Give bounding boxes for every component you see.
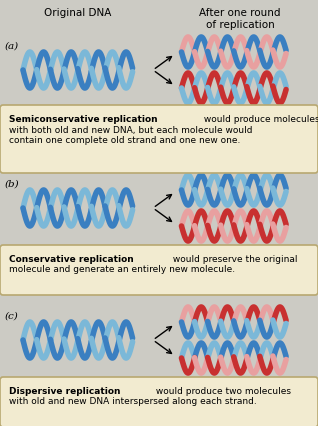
Text: with old and new DNA interspersed along each strand.: with old and new DNA interspersed along … (9, 397, 257, 406)
Text: with both old and new DNA, but each molecule would: with both old and new DNA, but each mole… (9, 126, 252, 135)
Text: contain one complete old strand and one new one.: contain one complete old strand and one … (9, 136, 240, 145)
Text: molecule and generate an entirely new molecule.: molecule and generate an entirely new mo… (9, 265, 235, 274)
Text: (c): (c) (5, 312, 19, 321)
Text: Original DNA: Original DNA (44, 8, 112, 18)
Text: Semiconservative replication: Semiconservative replication (9, 115, 158, 124)
FancyBboxPatch shape (0, 105, 318, 173)
Text: (a): (a) (5, 42, 19, 51)
Text: Dispersive replication: Dispersive replication (9, 387, 121, 396)
Text: would preserve the original: would preserve the original (170, 255, 297, 264)
Text: (b): (b) (5, 180, 20, 189)
Text: Conservative replication: Conservative replication (9, 255, 134, 264)
FancyBboxPatch shape (0, 377, 318, 426)
Text: would produce molecules: would produce molecules (201, 115, 318, 124)
Text: After one round
of replication: After one round of replication (199, 8, 281, 29)
FancyBboxPatch shape (0, 245, 318, 295)
Text: would produce two molecules: would produce two molecules (153, 387, 291, 396)
